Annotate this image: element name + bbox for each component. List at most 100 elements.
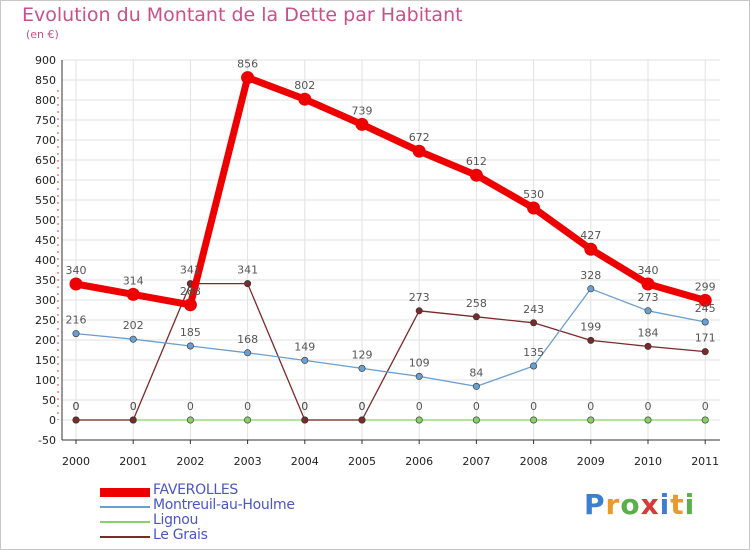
data-label: 273 <box>638 291 659 304</box>
x-tick-label: 2003 <box>234 455 262 468</box>
data-label: 0 <box>645 400 652 413</box>
data-point <box>358 416 366 424</box>
y-tick-label: 600 <box>35 174 56 187</box>
data-label: 802 <box>294 79 315 92</box>
data-point <box>301 356 309 364</box>
legend-swatch <box>100 487 150 497</box>
y-tick-label: 700 <box>35 134 56 147</box>
legend-swatch <box>100 536 150 538</box>
data-label: 0 <box>473 400 480 413</box>
data-point <box>644 307 652 315</box>
data-point <box>587 336 595 344</box>
series-line-faverolles <box>75 74 707 309</box>
data-label: 340 <box>66 264 87 277</box>
data-point <box>301 416 309 424</box>
data-point <box>587 416 595 424</box>
data-label: 185 <box>180 326 201 339</box>
data-label: 340 <box>638 264 659 277</box>
data-point <box>244 280 252 288</box>
series-line-montreuil-au-houlme <box>75 288 706 388</box>
data-label: 427 <box>580 229 601 242</box>
data-point <box>701 416 709 424</box>
data-label: 245 <box>695 302 716 315</box>
data-point <box>415 372 423 380</box>
y-tick-label: 450 <box>35 234 56 247</box>
data-point <box>644 416 652 424</box>
data-point <box>469 168 483 182</box>
x-tick-label: 2001 <box>119 455 147 468</box>
data-point <box>244 416 252 424</box>
data-label: 0 <box>530 400 537 413</box>
y-tick-label: 900 <box>35 54 56 67</box>
y-tick-label: 400 <box>35 254 56 267</box>
data-label: 0 <box>187 400 194 413</box>
data-label: 258 <box>466 297 487 310</box>
data-label: 243 <box>523 303 544 316</box>
data-label: 856 <box>237 58 258 71</box>
data-point <box>584 242 598 256</box>
chart-title: Evolution du Montant de la Dette par Hab… <box>22 4 463 26</box>
data-label: 739 <box>352 104 373 117</box>
data-label: 199 <box>580 320 601 333</box>
data-label: 0 <box>702 400 709 413</box>
data-point <box>129 416 137 424</box>
data-point <box>126 287 140 301</box>
data-label: 299 <box>695 280 716 293</box>
data-label: 341 <box>180 264 201 277</box>
data-point <box>587 285 595 293</box>
x-tick-label: 2010 <box>634 455 662 468</box>
y-tick-label: 750 <box>35 114 56 127</box>
data-label: 328 <box>580 269 601 282</box>
y-tick-label: 500 <box>35 214 56 227</box>
data-point <box>701 348 709 356</box>
data-point <box>527 201 541 215</box>
data-label: 168 <box>237 333 258 346</box>
legend-label: Montreuil-au-Houlme <box>153 497 295 513</box>
y-tick-label: 800 <box>35 94 56 107</box>
y-tick-label: 250 <box>35 314 56 327</box>
data-label: 84 <box>469 366 483 379</box>
y-tick-label: 50 <box>42 394 56 407</box>
y-tick-label: 300 <box>35 294 56 307</box>
data-label: 612 <box>466 155 487 168</box>
data-label: 0 <box>244 400 251 413</box>
data-label: 0 <box>359 400 366 413</box>
data-point <box>472 382 480 390</box>
x-tick-label: 2011 <box>691 455 719 468</box>
data-point <box>358 364 366 372</box>
plot-area <box>62 60 720 440</box>
data-point <box>186 416 194 424</box>
data-label: 171 <box>695 332 716 345</box>
data-point <box>644 342 652 350</box>
data-point <box>415 307 423 315</box>
y-tick-label: 150 <box>35 354 56 367</box>
x-tick-label: 2004 <box>291 455 319 468</box>
data-label: 0 <box>73 400 80 413</box>
x-tick-label: 2006 <box>405 455 433 468</box>
y-tick-label: 550 <box>35 194 56 207</box>
y-tick-label: 100 <box>35 374 56 387</box>
y-tick-label: -50 <box>38 434 56 447</box>
x-tick-label: 2000 <box>62 455 90 468</box>
data-point <box>244 349 252 357</box>
data-point <box>641 277 655 291</box>
data-label: 0 <box>130 400 137 413</box>
data-point <box>530 416 538 424</box>
data-label: 0 <box>73 400 80 413</box>
data-label: 129 <box>352 348 373 361</box>
data-point <box>72 330 80 338</box>
data-point <box>701 318 709 326</box>
data-label: 0 <box>359 400 366 413</box>
data-label: 0 <box>130 400 137 413</box>
data-point <box>186 342 194 350</box>
data-point <box>415 416 423 424</box>
data-point <box>183 298 197 312</box>
data-point <box>355 117 369 131</box>
data-label: 135 <box>523 346 544 359</box>
data-point <box>129 335 137 343</box>
data-label: 288 <box>180 285 201 298</box>
x-tick-label: 2007 <box>462 455 490 468</box>
data-label: 273 <box>409 291 430 304</box>
data-label: 216 <box>66 314 87 327</box>
